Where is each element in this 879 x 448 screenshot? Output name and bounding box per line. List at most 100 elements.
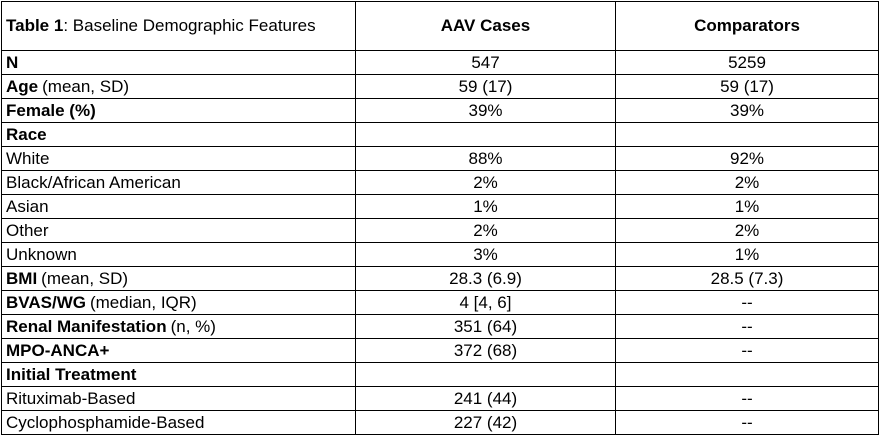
table-row: N 547 5259 bbox=[1, 50, 879, 75]
cases-cell: 39% bbox=[355, 98, 616, 123]
comparators-cell: -- bbox=[615, 338, 879, 363]
table-row: Black/African American 2% 2% bbox=[1, 170, 879, 195]
cases-value: 88% bbox=[468, 148, 503, 168]
table-row: Race bbox=[1, 122, 879, 147]
comparators-cell: 1% bbox=[615, 242, 879, 267]
comparators-value: 5259 bbox=[728, 52, 766, 72]
cases-value: 241 (44) bbox=[453, 388, 518, 408]
cases-cell: 2% bbox=[355, 218, 616, 243]
row-label-cell: Initial Treatment bbox=[1, 362, 356, 387]
row-label: Asian bbox=[6, 196, 49, 216]
row-label-cell: Cyclophosphamide-Based bbox=[1, 410, 356, 435]
comparators-cell bbox=[615, 362, 879, 387]
row-note: (n, %) bbox=[170, 316, 216, 336]
comparators-value: -- bbox=[741, 316, 753, 336]
table-body: Table 1: Baseline Demographic Features A… bbox=[1, 1, 879, 435]
cases-value: 372 (68) bbox=[453, 340, 518, 360]
table-row: Female (%) 39% 39% bbox=[1, 98, 879, 123]
comparators-value: -- bbox=[741, 292, 753, 312]
table-row: White 88% 92% bbox=[1, 146, 879, 171]
comparators-value: 1% bbox=[734, 196, 760, 216]
table-row: Initial Treatment bbox=[1, 362, 879, 387]
title-rest: : Baseline Demographic Features bbox=[63, 16, 316, 35]
table-row: Other 2% 2% bbox=[1, 218, 879, 243]
baseline-table: Table 1: Baseline Demographic Features A… bbox=[1, 1, 879, 435]
table-row: Age (mean, SD) 59 (17) 59 (17) bbox=[1, 74, 879, 99]
row-label-cell: Black/African American bbox=[1, 170, 356, 195]
cases-value: 547 bbox=[471, 52, 500, 72]
comparators-value: 39% bbox=[729, 100, 765, 120]
comparators-cell: 39% bbox=[615, 98, 879, 123]
row-label-cell: BVAS/WG (median, IQR) bbox=[1, 290, 356, 315]
cases-value: 4 [4, 6] bbox=[459, 292, 512, 312]
row-label: MPO-ANCA+ bbox=[6, 340, 110, 360]
cases-cell: 2% bbox=[355, 170, 616, 195]
comparators-cell: 59 (17) bbox=[615, 74, 879, 99]
row-label-cell: Asian bbox=[1, 194, 356, 219]
cases-cell: 1% bbox=[355, 194, 616, 219]
row-label: Female (%) bbox=[6, 100, 96, 120]
cases-cell: 372 (68) bbox=[355, 338, 616, 363]
comparators-value: 59 (17) bbox=[720, 76, 774, 96]
row-label-cell: Other bbox=[1, 218, 356, 243]
table-row: BMI (mean, SD) 28.3 (6.9) 28.5 (7.3) bbox=[1, 266, 879, 291]
row-label: White bbox=[6, 148, 50, 168]
cases-value: 59 (17) bbox=[458, 76, 513, 96]
comparators-cell: -- bbox=[615, 386, 879, 411]
comparators-cell: 2% bbox=[615, 170, 879, 195]
comparators-value: -- bbox=[741, 388, 753, 408]
table-row: Renal Manifestation (n, %) 351 (64) -- bbox=[1, 314, 879, 339]
row-label: Age bbox=[6, 76, 39, 96]
cases-cell: 351 (64) bbox=[355, 314, 616, 339]
comparators-value: 2% bbox=[734, 172, 760, 192]
comparators-cell: -- bbox=[615, 314, 879, 339]
row-label-cell: BMI (mean, SD) bbox=[1, 266, 356, 291]
cases-value: 28.3 (6.9) bbox=[449, 268, 522, 288]
cases-value: 2% bbox=[473, 220, 498, 240]
row-note: (median, IQR) bbox=[89, 292, 197, 312]
row-label-cell: Rituximab-Based bbox=[1, 386, 356, 411]
column-header: AAV Cases bbox=[355, 1, 616, 51]
table-row: Rituximab-Based 241 (44) -- bbox=[1, 386, 879, 411]
comparators-value: 2% bbox=[734, 220, 760, 240]
row-label-cell: Renal Manifestation (n, %) bbox=[1, 314, 356, 339]
cases-value: 39% bbox=[468, 100, 503, 120]
comparators-value: -- bbox=[741, 412, 753, 432]
cases-cell: 4 [4, 6] bbox=[355, 290, 616, 315]
row-label: BVAS/WG bbox=[6, 292, 86, 312]
row-label: Initial Treatment bbox=[6, 364, 137, 384]
column-header: Comparators bbox=[615, 1, 879, 51]
comparators-cell: 92% bbox=[615, 146, 879, 171]
table-row: Cyclophosphamide-Based 227 (42) -- bbox=[1, 410, 879, 435]
title-cell: Table 1: Baseline Demographic Features bbox=[1, 1, 356, 51]
row-label: Race bbox=[6, 124, 47, 144]
comparators-cell: 28.5 (7.3) bbox=[615, 266, 879, 291]
cases-cell bbox=[355, 122, 616, 147]
table-row: MPO-ANCA+ 372 (68) -- bbox=[1, 338, 879, 363]
cases-cell: 547 bbox=[355, 50, 616, 75]
table-row: BVAS/WG (median, IQR) 4 [4, 6] -- bbox=[1, 290, 879, 315]
cases-value: 227 (42) bbox=[453, 412, 518, 432]
cases-value: 3% bbox=[473, 244, 498, 264]
row-label-cell: N bbox=[1, 50, 356, 75]
comparators-cell: -- bbox=[615, 290, 879, 315]
row-label-cell: Age (mean, SD) bbox=[1, 74, 356, 99]
row-label: Unknown bbox=[6, 244, 77, 264]
table-row: Unknown 3% 1% bbox=[1, 242, 879, 267]
row-label-cell: MPO-ANCA+ bbox=[1, 338, 356, 363]
row-label: Other bbox=[6, 220, 49, 240]
row-note: (mean, SD) bbox=[41, 268, 129, 288]
comparators-value: -- bbox=[741, 340, 753, 360]
title-bold: Table 1 bbox=[6, 16, 64, 35]
cases-value: 1% bbox=[473, 196, 498, 216]
row-label: Renal Manifestation bbox=[6, 316, 167, 336]
cases-cell bbox=[355, 362, 616, 387]
comparators-value: 28.5 (7.3) bbox=[710, 268, 784, 288]
cases-cell: 88% bbox=[355, 146, 616, 171]
row-label: BMI bbox=[6, 268, 38, 288]
cases-cell: 28.3 (6.9) bbox=[355, 266, 616, 291]
row-label: Black/African American bbox=[6, 172, 181, 192]
comparators-cell: 5259 bbox=[615, 50, 879, 75]
row-label: Cyclophosphamide-Based bbox=[6, 412, 205, 432]
